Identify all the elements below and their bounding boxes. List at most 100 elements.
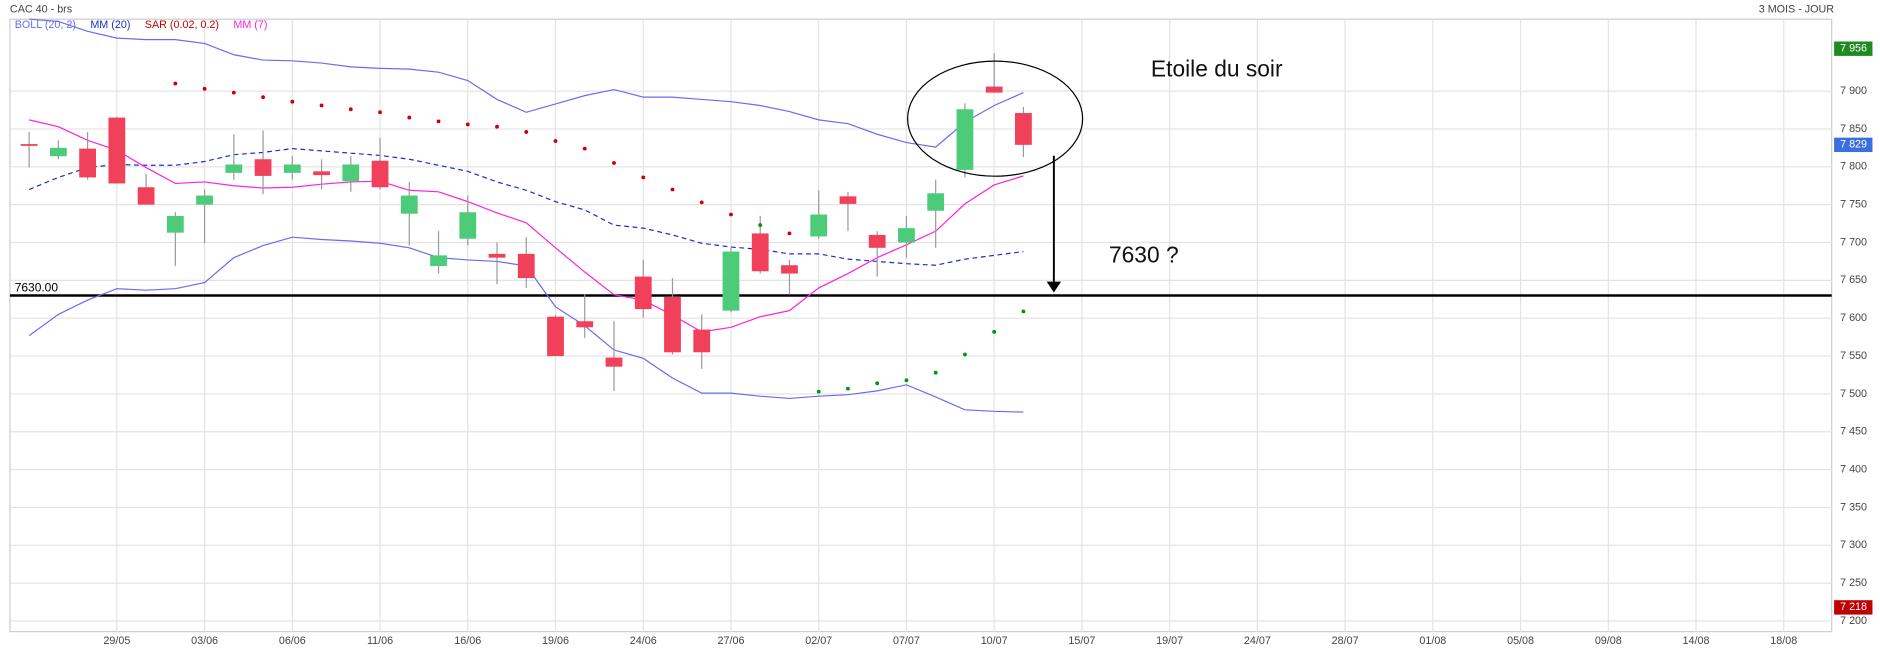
x-tick-label: 10/07 (981, 635, 1008, 647)
candle-body (693, 329, 711, 353)
sar-dot (495, 124, 499, 129)
sar-dot (904, 378, 909, 383)
sar-dot (436, 119, 441, 124)
x-tick-label: 07/07 (893, 635, 920, 647)
sar-dot (553, 139, 558, 143)
plot-frame (9, 18, 1833, 633)
candle-body (517, 253, 535, 279)
candle-body (166, 216, 184, 233)
candle-body (810, 214, 828, 237)
candle-body (576, 321, 594, 328)
sar-dot (231, 90, 236, 95)
legend: BOLL (20, 2) MM (20) SAR (0.02, 0.2) MM (7) (15, 19, 268, 31)
sar-dot (173, 81, 178, 86)
candle-body (839, 196, 857, 204)
x-tick-label: 11/06 (367, 635, 393, 647)
sar-dot (699, 200, 704, 205)
sar-dot (407, 115, 412, 120)
candle-body (985, 86, 1003, 93)
x-tick-label: 24/07 (1244, 635, 1271, 647)
sar-dot (963, 352, 967, 357)
y-tick-label: 7 200 (1840, 615, 1867, 627)
sar-dot (816, 389, 821, 394)
x-tick-label: 19/06 (542, 635, 569, 647)
sar-dot (348, 107, 353, 112)
candle-body (225, 164, 243, 173)
x-tick-label: 19/07 (1156, 635, 1183, 647)
y-tick-label: 7 500 (1840, 388, 1867, 400)
candle-body (196, 195, 213, 205)
candle-body (400, 195, 418, 214)
y-tick-label: 7 800 (1840, 161, 1867, 173)
x-tick-label: 05/08 (1507, 635, 1534, 647)
y-tick-label: 7 250 (1840, 577, 1867, 589)
candle-body (313, 171, 330, 176)
x-tick-label: 14/08 (1683, 635, 1710, 647)
annotation: 7630 ? (1109, 242, 1179, 268)
candle-body (137, 187, 155, 205)
candle-body (547, 316, 564, 357)
y-tick-label: 7 600 (1840, 312, 1867, 324)
sar-dot (933, 370, 938, 375)
price-tag-label: 7 218 (1840, 601, 1867, 613)
price-tag (1834, 600, 1873, 615)
x-tick-label: 09/08 (1595, 635, 1622, 647)
candle-body (79, 148, 96, 178)
candle-body (254, 159, 272, 176)
candle-body (722, 251, 740, 311)
marks: 7630.00 7 956 7 829 7 218 (9, 18, 1873, 615)
candle-body (781, 265, 798, 274)
legend-entry: BOLL (20, 2) (15, 19, 76, 31)
candle-body (488, 253, 506, 258)
candle-body (108, 117, 126, 184)
sar-dot (465, 122, 470, 127)
candle-body (459, 212, 477, 239)
sar-dot (641, 175, 646, 180)
candle-body (664, 297, 681, 353)
y-tick-label: 7 350 (1840, 501, 1867, 513)
sar-dot (378, 110, 382, 115)
candle-body (605, 357, 623, 367)
y-tick-label: 7 300 (1840, 539, 1867, 551)
x-tick-label: 27/06 (717, 635, 744, 647)
candle-body (868, 234, 886, 248)
sar-dot (1021, 309, 1026, 314)
y-tick-label: 7 400 (1840, 463, 1867, 475)
y-tick-label: 7 700 (1840, 236, 1867, 248)
x-tick-label: 15/07 (1068, 635, 1095, 647)
highlight-ellipse (907, 60, 1084, 177)
candle-body (342, 164, 360, 182)
candle-body (283, 164, 301, 173)
annotation: Etoile du soir (1151, 56, 1283, 82)
price-tag (1834, 41, 1873, 56)
candle-body (49, 147, 67, 157)
indicator-line (29, 18, 1024, 148)
y-tick-label: 7 650 (1840, 274, 1867, 286)
candle-body (20, 144, 38, 146)
indicator-line (28, 148, 1024, 266)
candle-body (430, 255, 447, 266)
x-tick-label: 18/08 (1770, 635, 1797, 647)
sar-dot (758, 223, 763, 228)
candle-body (956, 109, 974, 170)
sar-dot (846, 386, 850, 391)
legend-entry: MM (20) (90, 19, 130, 31)
candle-body (751, 233, 769, 272)
x-tick-label: 16/06 (454, 635, 481, 647)
legend-entry: MM (7) (233, 19, 267, 31)
indicator-line (28, 119, 1024, 333)
sar-dot (670, 187, 675, 192)
y-tick-label: 7 450 (1840, 426, 1867, 438)
sar-dot (290, 99, 295, 104)
sar-dot (729, 212, 733, 217)
y-tick-label: 7 750 (1840, 198, 1867, 210)
x-tick-label: 02/07 (805, 635, 832, 647)
sar-dot (202, 86, 207, 91)
candle-body (898, 228, 915, 243)
x-tick-label: 01/08 (1419, 635, 1446, 647)
price-tag-label: 7 829 (1840, 139, 1867, 151)
sar-dot (787, 231, 792, 236)
price-tag-label: 7 956 (1840, 43, 1867, 55)
x-tick-label: 03/06 (191, 635, 218, 647)
